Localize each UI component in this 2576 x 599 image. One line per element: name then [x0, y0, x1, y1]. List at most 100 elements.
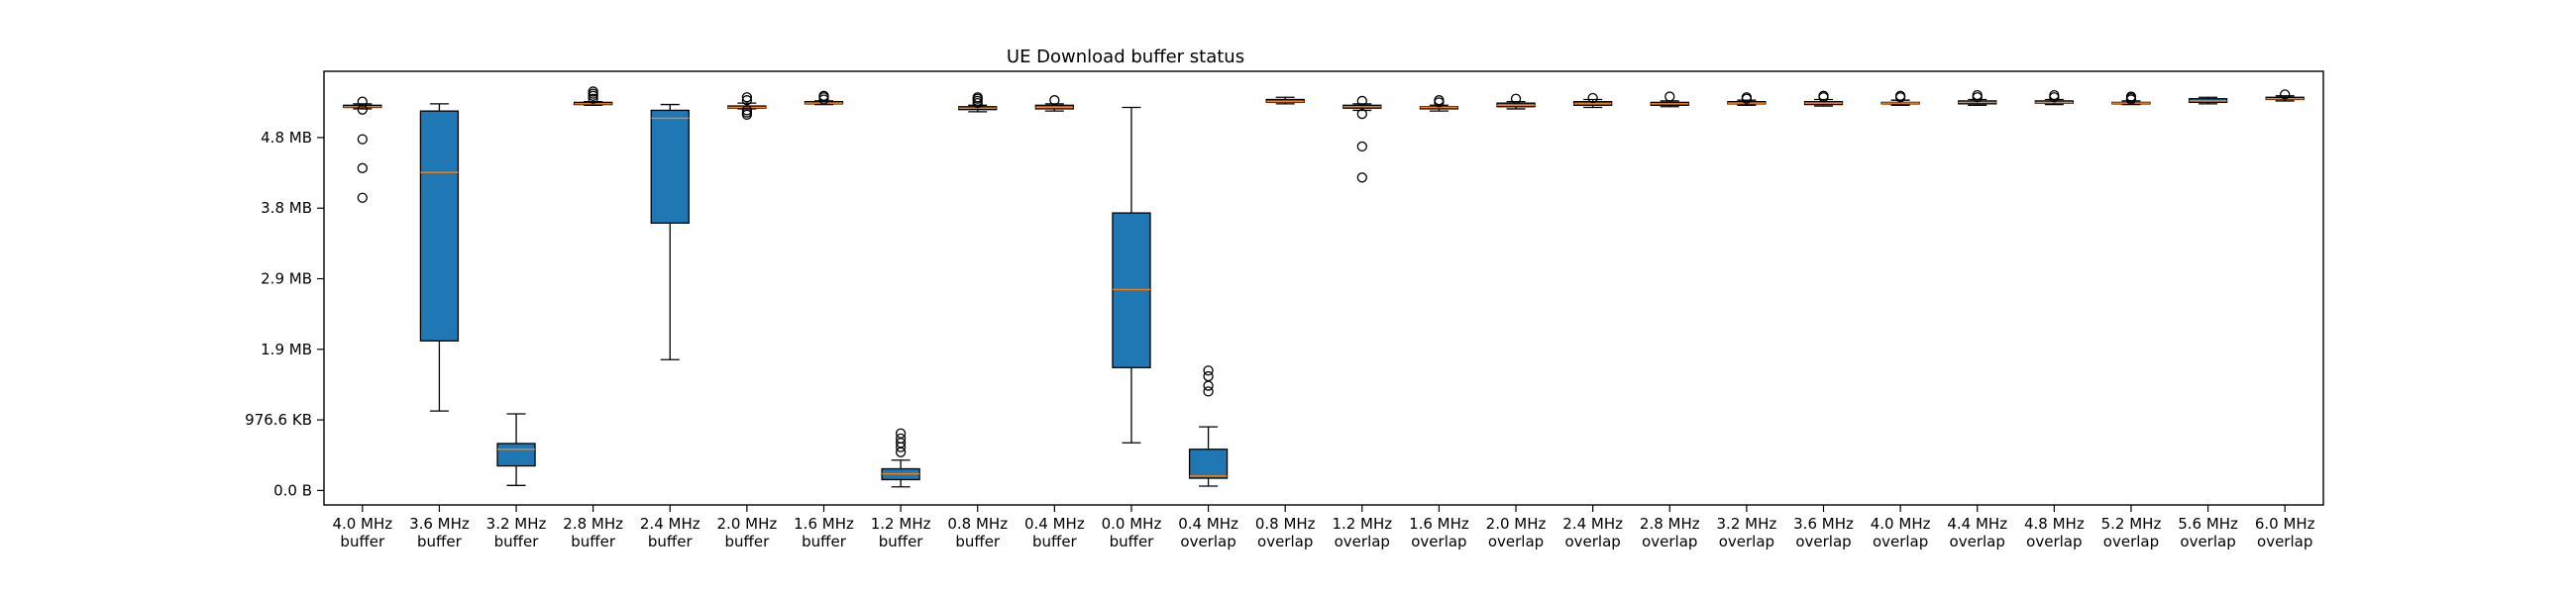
box-group — [727, 92, 767, 120]
box-group — [1496, 93, 1536, 110]
x-tick-label-line2: overlap — [1488, 533, 1544, 550]
x-tick-label-line2: overlap — [1335, 533, 1390, 550]
y-tick-label: 976.6 KB — [245, 411, 312, 429]
x-tick-label-line1: 4.0 MHz — [1871, 515, 1931, 533]
y-tick-label: 4.8 MB — [261, 129, 312, 147]
x-tick-label-line2: overlap — [2257, 533, 2312, 550]
x-tick-label-line1: 3.6 MHz — [1793, 515, 1854, 533]
x-tick-label-line1: 0.4 MHz — [1024, 515, 1085, 533]
box-group — [1958, 89, 1997, 106]
box-group — [1265, 96, 1305, 105]
box-group — [650, 103, 690, 360]
x-tick-label-line2: buffer — [802, 533, 847, 550]
x-tick-label-line1: 4.0 MHz — [332, 515, 392, 533]
y-tick-label: 3.8 MB — [261, 199, 312, 217]
box-group — [1880, 90, 1920, 106]
x-tick-label-line1: 5.2 MHz — [2101, 515, 2162, 533]
outlier-point — [1741, 92, 1753, 103]
x-tick-label-line2: overlap — [2180, 533, 2235, 550]
x-tick-label-line1: 3.6 MHz — [409, 515, 470, 533]
outlier-point — [1972, 89, 1983, 101]
plot-frame — [323, 70, 2324, 506]
outlier-point — [1049, 95, 1060, 106]
box-body — [1265, 98, 1305, 104]
x-tick-label-line1: 5.6 MHz — [2178, 515, 2238, 533]
x-tick-label-line2: overlap — [1411, 533, 1466, 550]
box-group — [1419, 95, 1459, 112]
outlier-point — [741, 105, 753, 116]
x-tick-label-line2: buffer — [340, 533, 385, 550]
box-group — [496, 413, 536, 486]
box-body — [1188, 449, 1229, 479]
outlier-point — [1356, 172, 1367, 183]
x-tick-label-line1: 1.2 MHz — [1332, 515, 1392, 533]
outlier-point — [1434, 95, 1445, 106]
x-tick-label-line1: 1.2 MHz — [871, 515, 931, 533]
x-tick-label-line1: 3.2 MHz — [486, 515, 547, 533]
box-body — [496, 443, 536, 467]
x-tick-label-line2: overlap — [1642, 533, 1697, 550]
outlier-point — [741, 95, 753, 106]
boxes-layer — [343, 86, 2305, 488]
x-tick-label-line2: overlap — [1257, 533, 1313, 550]
outlier-point — [357, 192, 368, 203]
box-body — [419, 110, 460, 342]
x-tick-label-line1: 0.8 MHz — [947, 515, 1008, 533]
x-tick-label-line2: overlap — [2103, 533, 2159, 550]
outlier-point — [2280, 89, 2291, 100]
outlier-point — [588, 93, 598, 104]
box-group — [1803, 90, 1844, 107]
x-tick-label-line1: 2.0 MHz — [1486, 515, 1547, 533]
x-tick-label-line2: buffer — [648, 533, 694, 550]
box-body — [650, 109, 690, 224]
box-group — [1112, 106, 1151, 444]
x-tick-label-line1: 0.0 MHz — [1102, 515, 1162, 533]
box-group — [2034, 89, 2074, 106]
x-tick-label-line1: 2.0 MHz — [717, 515, 778, 533]
x-tick-label-line1: 0.8 MHz — [1255, 515, 1316, 533]
outlier-point — [1203, 365, 1214, 376]
box-group — [1727, 92, 1767, 106]
x-tick-label-line2: buffer — [417, 533, 463, 550]
box-group — [1034, 95, 1074, 112]
outlier-point — [1664, 91, 1675, 102]
y-axis: 0.0 B 976.6 KB 1.9 MB 2.9 MB 3.8 MB 4.8 MB — [245, 129, 324, 499]
outlier-point — [1356, 95, 1367, 107]
x-tick-label-line2: overlap — [1795, 533, 1851, 550]
outlier-point — [357, 104, 368, 115]
outlier-point — [1203, 386, 1214, 397]
x-tick-label-line1: 3.2 MHz — [1717, 515, 1777, 533]
x-tick-label-line1: 1.6 MHz — [794, 515, 854, 533]
box-group — [343, 96, 382, 203]
outlier-point — [357, 162, 368, 173]
outlier-point — [895, 433, 907, 444]
x-tick-label-line2: overlap — [1564, 533, 1620, 550]
outlier-point — [895, 428, 907, 439]
box-group — [2188, 96, 2228, 105]
x-tick-label-line2: overlap — [1180, 533, 1235, 550]
x-tick-label-line1: 4.4 MHz — [1947, 515, 2007, 533]
box-group — [958, 92, 998, 113]
box-group — [881, 428, 920, 488]
x-tick-label-line1: 2.4 MHz — [1562, 515, 1623, 533]
x-tick-label-line1: 1.6 MHz — [1409, 515, 1469, 533]
x-tick-label-line2: buffer — [955, 533, 1001, 550]
x-tick-label-line2: buffer — [1110, 533, 1155, 550]
x-tick-label-line1: 2.8 MHz — [1640, 515, 1700, 533]
box-group — [2265, 89, 2305, 102]
chart-title: UE Download buffer status — [1007, 47, 1244, 67]
y-tick-label: 2.9 MB — [261, 270, 312, 288]
outlier-point — [972, 92, 983, 103]
x-tick-label-line2: buffer — [494, 533, 540, 550]
outlier-point — [357, 96, 368, 107]
box-group — [1342, 95, 1382, 183]
outlier-point — [1894, 90, 1906, 101]
x-tick-label-line1: 2.4 MHz — [640, 515, 700, 533]
outlier-point — [1818, 90, 1829, 101]
outlier-point — [2049, 89, 2060, 101]
outlier-point — [741, 92, 753, 103]
outlier-point — [1587, 92, 1598, 104]
